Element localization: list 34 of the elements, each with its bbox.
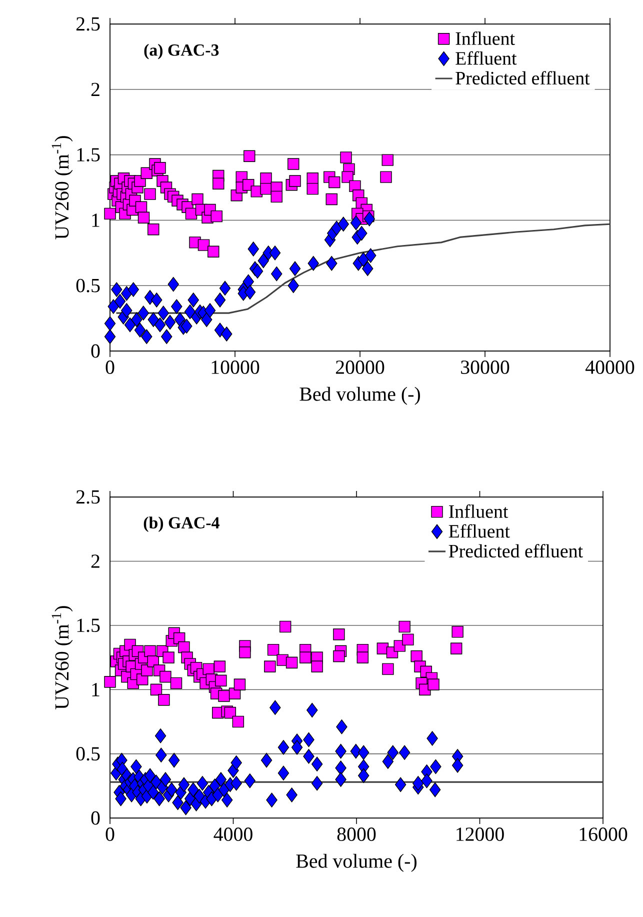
x-tick-label: 8000 bbox=[337, 828, 376, 841]
x-tick-label: 30000 bbox=[461, 360, 510, 374]
text: (a) GAC-3 bbox=[144, 44, 219, 60]
y-tick-label: 1.5 bbox=[77, 618, 100, 632]
x-tick-label: 12000 bbox=[456, 828, 504, 841]
y-tick-label: 1 bbox=[92, 683, 100, 696]
y-tick-label: 0 bbox=[91, 811, 100, 825]
y-tick-label: 2.5 bbox=[76, 490, 100, 504]
y-tick-label: 2.5 bbox=[76, 17, 100, 31]
legend-label: Predicted effluent bbox=[456, 71, 590, 85]
y-tick-label: 2 bbox=[91, 554, 100, 568]
x-tick-label: 20000 bbox=[336, 360, 384, 374]
x-axis-title: Bed volume (-) bbox=[300, 386, 420, 405]
y-tick-label: 0.5 bbox=[76, 747, 100, 761]
y-axis-title: UV260 (m$^{-1}$) bbox=[52, 136, 73, 240]
x-tick-label: 0 bbox=[106, 828, 114, 841]
y-tick-label: 1.5 bbox=[77, 148, 100, 162]
y-axis-title: UV260 (m$^{-1}$) bbox=[52, 606, 73, 710]
legend-label: Effluent bbox=[456, 51, 517, 65]
text: (b) GAC-4 bbox=[144, 516, 220, 532]
legend-label: Predicted effluent bbox=[448, 544, 583, 558]
x-tick-label: 16000 bbox=[580, 828, 628, 841]
y-tick-label: 1 bbox=[92, 214, 100, 227]
legend-label: Influent bbox=[448, 504, 508, 518]
legend-label: Effluent bbox=[448, 524, 510, 538]
x-tick-label: 0 bbox=[106, 360, 114, 374]
y-tick-label: 0 bbox=[91, 344, 100, 358]
x-tick-label: 10000 bbox=[212, 360, 260, 374]
y-tick-label: 2 bbox=[91, 82, 100, 96]
x-axis-title: Bed volume (-) bbox=[296, 854, 416, 872]
x-tick-label: 4000 bbox=[214, 828, 252, 841]
x-tick-label: 40000 bbox=[585, 360, 634, 374]
y-tick-label: 0.5 bbox=[76, 278, 100, 292]
legend-label: Influent bbox=[456, 31, 515, 45]
